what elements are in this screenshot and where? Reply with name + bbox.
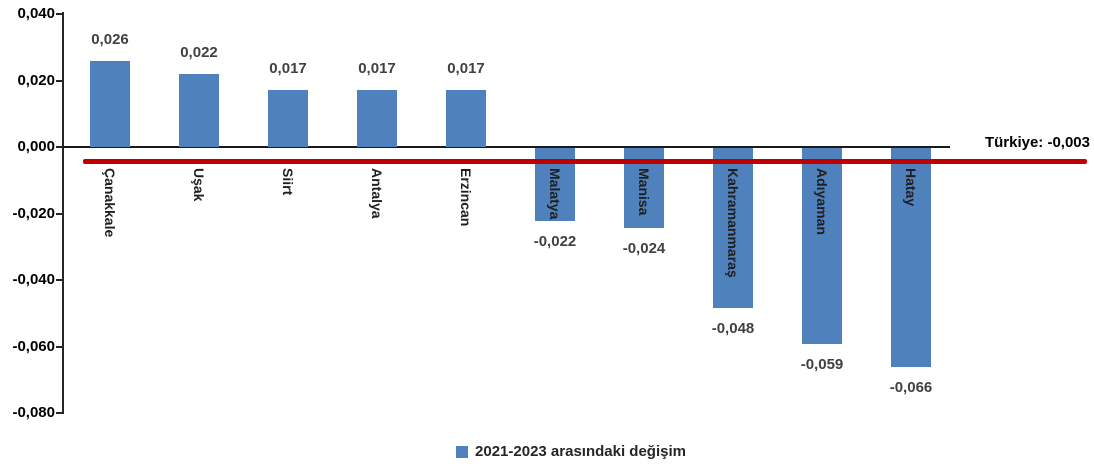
- y-axis-tick-label: 0,000: [17, 138, 55, 155]
- category-label: Hatay: [903, 168, 919, 207]
- y-axis-tick-mark: [56, 79, 63, 82]
- y-axis-tick-label: 0,040: [17, 5, 55, 22]
- category-label: Uşak: [191, 168, 207, 202]
- reference-line-label: Türkiye: -0,003: [984, 134, 1090, 151]
- bar: [268, 90, 308, 147]
- y-axis-line: [62, 12, 64, 414]
- category-label: Adıyaman: [814, 168, 830, 235]
- legend: 2021-2023 arasındaki değişim: [456, 443, 686, 460]
- bar: [90, 60, 130, 147]
- legend-label: 2021-2023 arasındaki değişim: [475, 443, 686, 460]
- bar: [713, 148, 753, 308]
- bar-value-label: 0,017: [447, 60, 485, 78]
- bar-value-label: -0,059: [800, 356, 844, 374]
- bar: [446, 90, 486, 147]
- x-axis-zero-line: [63, 146, 950, 148]
- bar-value-label: 0,017: [269, 60, 307, 78]
- bar: [802, 148, 842, 345]
- y-axis-tick-label: 0,020: [17, 71, 55, 89]
- y-axis-tick-mark: [56, 345, 63, 348]
- y-axis-tick-mark: [56, 279, 63, 281]
- category-label: Kahramanmaraş: [725, 168, 741, 278]
- y-axis-tick-label: -0,040: [12, 271, 55, 288]
- bar-value-label: 0,017: [358, 60, 396, 78]
- reference-line: [83, 159, 1087, 164]
- category-label: Manisa: [636, 168, 652, 216]
- bar: [891, 148, 931, 368]
- y-axis-tick-label: -0,080: [12, 404, 55, 421]
- category-label: Erzincan: [458, 168, 474, 227]
- y-axis-tick-mark: [56, 13, 63, 15]
- bar-value-label: -0,048: [711, 319, 755, 337]
- y-axis-tick-label: -0,060: [12, 337, 55, 355]
- bar-value-label: 0,022: [180, 43, 218, 61]
- bar-value-label: -0,066: [889, 379, 933, 397]
- bar-value-label: -0,024: [622, 239, 666, 257]
- y-axis-tick-mark: [56, 146, 63, 148]
- bar-value-label: -0,022: [533, 233, 577, 251]
- bar-value-label: 0,026: [91, 30, 129, 48]
- bar: [357, 90, 397, 147]
- bar: [179, 73, 219, 147]
- category-label: Malatya: [547, 168, 563, 220]
- y-axis-tick-mark: [56, 412, 63, 414]
- legend-swatch-icon: [456, 445, 469, 458]
- category-label: Siirt: [280, 168, 296, 196]
- y-axis-tick-mark: [56, 212, 63, 215]
- y-axis-tick-label: -0,020: [12, 204, 55, 222]
- category-label: Antalya: [369, 168, 385, 219]
- category-label: Çanakkale: [102, 168, 118, 238]
